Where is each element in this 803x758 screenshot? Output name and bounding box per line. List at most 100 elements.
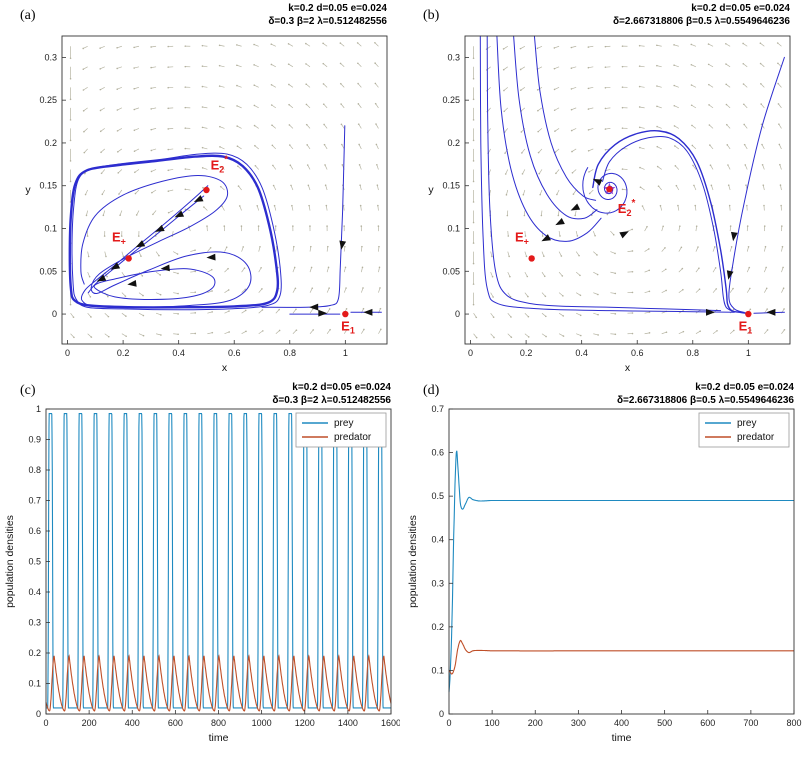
svg-text:0.3: 0.3 — [44, 52, 57, 62]
svg-text:0.3: 0.3 — [447, 52, 460, 62]
svg-text:800: 800 — [786, 718, 801, 728]
title-line-2: δ=0.3 β=2 λ=0.512482556 — [268, 16, 387, 27]
svg-text:0.6: 0.6 — [228, 348, 241, 358]
svg-text:800: 800 — [211, 718, 226, 728]
panel-label-d: (d) — [423, 383, 440, 398]
panel-label-a: (a) — [20, 8, 36, 23]
svg-text:0.15: 0.15 — [442, 181, 460, 191]
svg-text:0.25: 0.25 — [442, 95, 460, 105]
svg-text:0.2: 0.2 — [431, 622, 444, 632]
svg-text:1400: 1400 — [338, 718, 358, 728]
panel-b: E+ E2* E1 0 0.2 0.4 0.6 0.8 1 0 0.05 0.1 0.15 0.2 0.25… — [403, 0, 803, 379]
svg-text:E1: E1 — [341, 318, 355, 335]
svg-text:prey: prey — [737, 418, 756, 429]
svg-text:400: 400 — [125, 718, 140, 728]
title-line-1: k=0.2 d=0.05 e=0.024 — [292, 382, 391, 393]
svg-text:0: 0 — [65, 348, 70, 358]
svg-text:time: time — [612, 732, 632, 744]
plot-title-c: k=0.2 d=0.05 e=0.024 δ=0.3 β=2 λ=0.51248… — [272, 381, 391, 407]
svg-text:0.2: 0.2 — [28, 648, 41, 658]
svg-text:0: 0 — [468, 348, 473, 358]
svg-text:500: 500 — [657, 718, 672, 728]
svg-text:0.4: 0.4 — [172, 348, 185, 358]
svg-text:time: time — [209, 732, 229, 744]
svg-text:1600: 1600 — [381, 718, 400, 728]
svg-text:0.5: 0.5 — [28, 557, 41, 567]
plot-title-d: k=0.2 d=0.05 e=0.024 δ=2.667318806 β=0.5… — [617, 381, 794, 407]
svg-text:0.8: 0.8 — [28, 465, 41, 475]
title-line-2: δ=0.3 β=2 λ=0.512482556 — [272, 395, 391, 406]
svg-text:x: x — [222, 362, 228, 374]
svg-text:1200: 1200 — [295, 718, 315, 728]
svg-text:population densities: population densities — [407, 515, 419, 608]
svg-text:300: 300 — [571, 718, 586, 728]
title-line-1: k=0.2 d=0.05 e=0.024 — [691, 3, 790, 14]
svg-text:1000: 1000 — [252, 718, 272, 728]
svg-text:x: x — [625, 362, 631, 374]
svg-text:predator: predator — [737, 432, 775, 443]
svg-text:0.3: 0.3 — [28, 618, 41, 628]
phase-plot-b: E+ E2* E1 0 0.2 0.4 0.6 0.8 1 0 0.05 0.1 0.15 0.2 0.25… — [428, 35, 791, 374]
svg-text:0.7: 0.7 — [431, 404, 444, 414]
svg-text:1: 1 — [36, 404, 41, 414]
svg-text:400: 400 — [614, 718, 629, 728]
svg-text:0.4: 0.4 — [575, 348, 588, 358]
svg-text:0.5: 0.5 — [431, 491, 444, 501]
svg-text:0: 0 — [52, 309, 57, 319]
phase-plot-a: E+ E2* E1 0 0.2 0.4 0.6 0.8 1 0 0.05 0.1 0.15 0.2 0.25… — [25, 35, 388, 374]
svg-text:0.8: 0.8 — [687, 348, 700, 358]
panel-label-c: (c) — [20, 383, 36, 398]
svg-text:0.1: 0.1 — [28, 679, 41, 689]
svg-text:0.1: 0.1 — [44, 224, 57, 234]
time-plot-d: 0 100 200 300 400 500 600 700 800 0 0.1 0.2 0.3 0.4 0.… — [407, 404, 802, 744]
svg-text:E+: E+ — [112, 229, 126, 246]
title-line-1: k=0.2 d=0.05 e=0.024 — [695, 382, 794, 393]
title-line-2: δ=2.667318806 β=0.5 λ=0.5549646236 — [616, 395, 794, 406]
svg-text:0.2: 0.2 — [44, 138, 57, 148]
svg-text:0.1: 0.1 — [447, 224, 460, 234]
svg-text:E2*: E2* — [211, 154, 229, 174]
svg-text:1: 1 — [343, 348, 348, 358]
panel-d: 0 100 200 300 400 500 600 700 800 0 0.1 0.2 0.3 0.4 0.… — [403, 379, 803, 758]
svg-text:0.4: 0.4 — [28, 587, 41, 597]
svg-text:0.3: 0.3 — [431, 578, 444, 588]
svg-text:600: 600 — [168, 718, 183, 728]
panel-label-b: (b) — [423, 8, 440, 23]
svg-text:0.15: 0.15 — [39, 181, 57, 191]
svg-text:0.8: 0.8 — [284, 348, 297, 358]
svg-text:0: 0 — [43, 718, 48, 728]
svg-text:E2*: E2* — [618, 198, 636, 218]
svg-text:100: 100 — [485, 718, 500, 728]
svg-text:predator: predator — [334, 432, 372, 443]
svg-text:0: 0 — [455, 309, 460, 319]
svg-text:0.7: 0.7 — [28, 496, 41, 506]
svg-text:0.05: 0.05 — [442, 266, 460, 276]
svg-text:E+: E+ — [515, 229, 529, 246]
svg-text:600: 600 — [700, 718, 715, 728]
svg-text:0.6: 0.6 — [431, 448, 444, 458]
svg-text:prey: prey — [334, 418, 353, 429]
panel-a: E+ E2* E1 0 0.2 0.4 0.6 0.8 1 0 0.05 0.1 0.15 0.2 0.25… — [0, 0, 400, 379]
svg-text:200: 200 — [82, 718, 97, 728]
svg-text:y: y — [428, 184, 434, 196]
svg-text:E1: E1 — [739, 318, 753, 335]
svg-text:0.2: 0.2 — [117, 348, 130, 358]
svg-text:population densities: population densities — [4, 515, 16, 608]
svg-text:0.2: 0.2 — [520, 348, 533, 358]
svg-text:0: 0 — [439, 709, 444, 719]
svg-text:0.6: 0.6 — [28, 526, 41, 536]
svg-text:0.05: 0.05 — [39, 266, 57, 276]
panel-c: 0 200 400 600 800 1000 1200 1400 1600 0 0.1 0.2 0.3 0… — [0, 379, 400, 758]
svg-text:0.6: 0.6 — [631, 348, 644, 358]
title-line-2: δ=2.667318806 β=0.5 λ=0.5549646236 — [612, 16, 790, 27]
svg-text:1: 1 — [746, 348, 751, 358]
svg-text:0.1: 0.1 — [431, 665, 444, 675]
svg-text:0: 0 — [36, 709, 41, 719]
svg-text:0.9: 0.9 — [28, 435, 41, 445]
plot-title-b: k=0.2 d=0.05 e=0.024 δ=2.667318806 β=0.5… — [613, 2, 790, 28]
svg-text:0.25: 0.25 — [39, 95, 57, 105]
svg-text:0.2: 0.2 — [447, 138, 460, 148]
svg-text:700: 700 — [743, 718, 758, 728]
svg-text:0: 0 — [446, 718, 451, 728]
